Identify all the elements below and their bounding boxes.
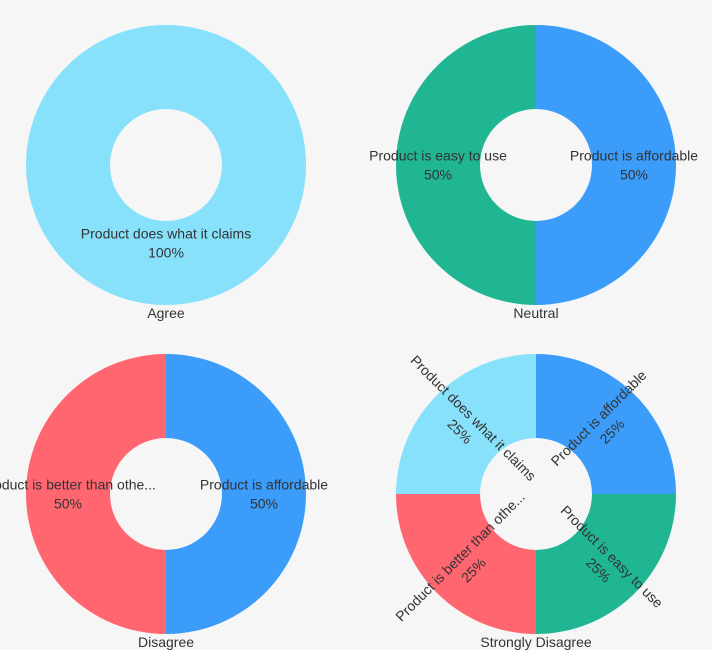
chart-title: Neutral xyxy=(513,305,558,321)
slice-name: Product is affordable xyxy=(570,148,698,164)
slice-name: Product is easy to use xyxy=(369,148,507,164)
slice-product-is-easy-to-use[interactable] xyxy=(536,494,676,634)
slice-product-is-affordable[interactable] xyxy=(536,25,676,305)
slice-label-product-is-affordable: Product is affordable 50% xyxy=(200,477,328,512)
slice-product-does-what-it-claims[interactable] xyxy=(26,25,306,305)
slice-product-is-better-than-othe[interactable] xyxy=(396,494,536,634)
slice-product-does-what-it-claims[interactable] xyxy=(396,354,536,494)
slice-label-product-is-better-than-othe: Product is better than othe... 50% xyxy=(0,477,156,512)
slice-label-product-does-what-it-claims: Product does what it claims 100% xyxy=(81,226,251,261)
chart-title: Strongly Disagree xyxy=(480,634,591,650)
slice-value-label: 100% xyxy=(148,245,184,261)
slice-product-is-better-than-othe[interactable] xyxy=(26,354,166,634)
chart-title: Disagree xyxy=(138,634,194,650)
slice-label-product-is-affordable: Product is affordable 50% xyxy=(570,148,698,183)
slice-value-label: 50% xyxy=(54,496,82,512)
slice-value-label: 50% xyxy=(620,167,648,183)
chart-panel-agree: Product does what it claims 100% Agree xyxy=(26,25,306,321)
slice-name: Product is affordable xyxy=(200,477,328,493)
slice-value-label: 50% xyxy=(424,167,452,183)
chart-title: Agree xyxy=(147,305,185,321)
slice-product-is-affordable[interactable] xyxy=(166,354,306,634)
slice-product-is-affordable[interactable] xyxy=(536,354,676,494)
slice-label-product-is-easy-to-use: Product is easy to use 50% xyxy=(369,148,507,183)
slice-name: Product is better than othe... xyxy=(0,477,156,493)
slice-product-is-easy-to-use[interactable] xyxy=(396,25,536,305)
slice-name: Product does what it claims xyxy=(81,226,251,242)
slice-value-label: 50% xyxy=(250,496,278,512)
